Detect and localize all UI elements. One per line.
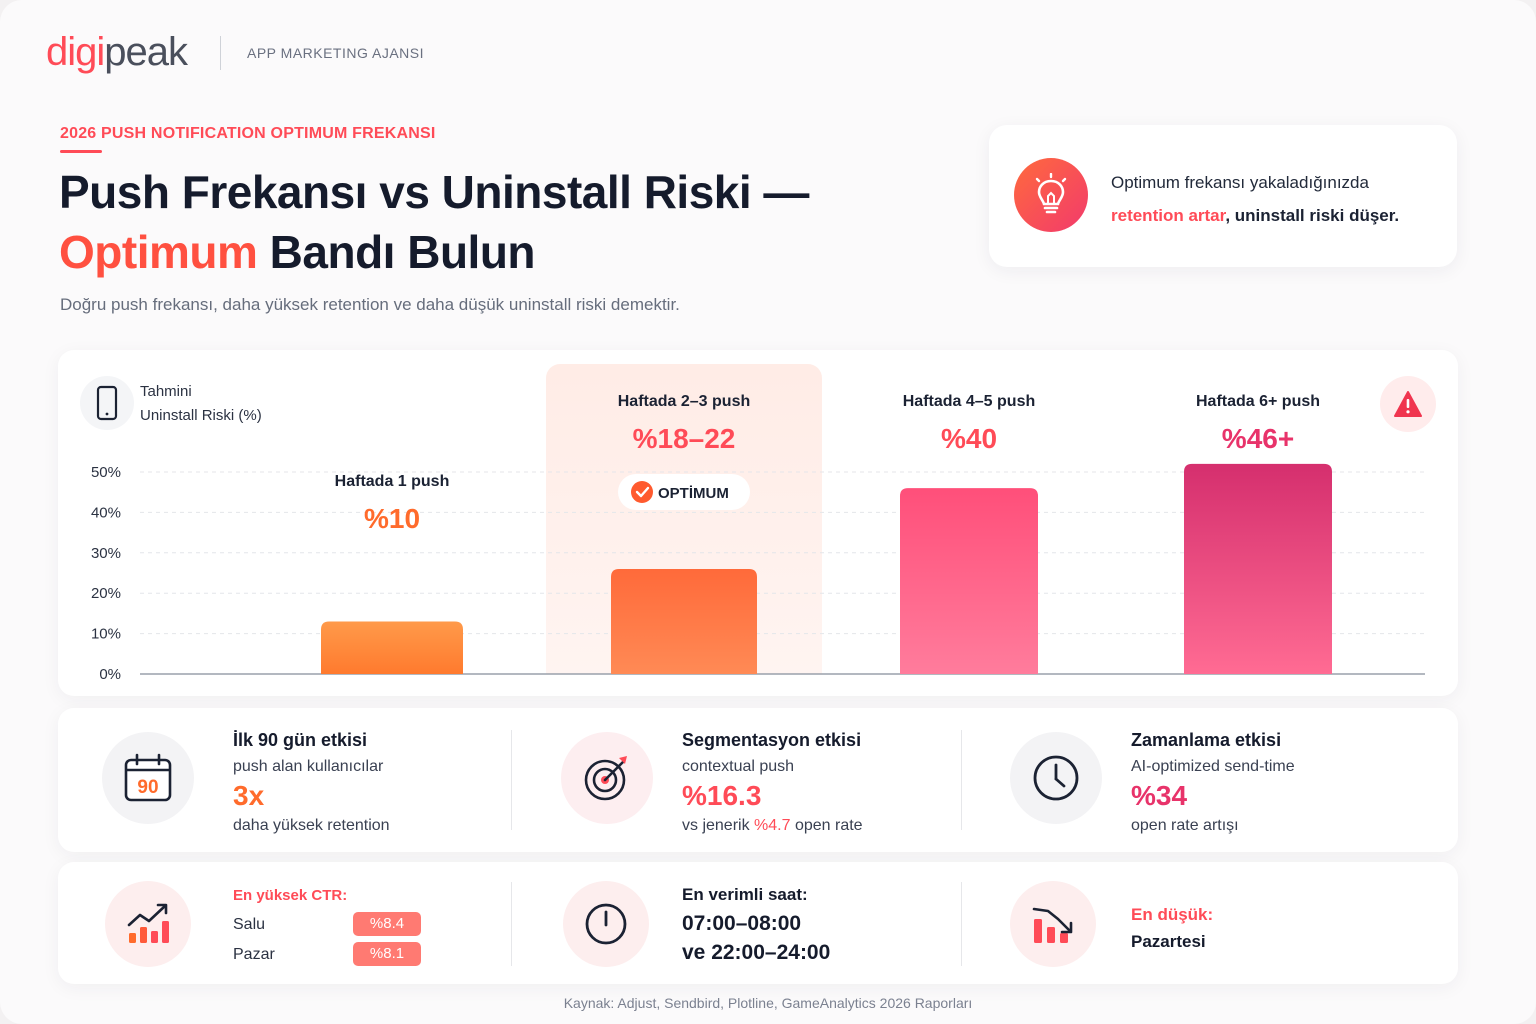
lightbulb-icon: [1014, 158, 1088, 232]
kicker-underline: [60, 150, 102, 153]
tip-highlight: retention artar: [1111, 206, 1226, 225]
target-icon: [561, 732, 653, 824]
rising-chart-icon: [105, 881, 191, 967]
value-label: %46+: [1222, 423, 1294, 454]
y-tick-label: 0%: [99, 666, 121, 683]
ctr-day-2: Pazar: [233, 946, 275, 963]
category-label: Haftada 6+ push: [1196, 393, 1320, 410]
logo-part1: digi: [46, 30, 105, 74]
best-hour-1: 07:00–08:00: [682, 912, 802, 935]
stat-90-sub: push alan kullanıcılar: [233, 758, 384, 775]
source-note: Kaynak: Adjust, Sendbird, Plotline, Game…: [563, 995, 973, 1011]
stat-seg-foot-pre: vs jenerik: [682, 817, 755, 834]
ctr-day-1: Salu: [233, 916, 266, 933]
tip-card: Optimum frekansı yakaladığınızda retenti…: [989, 125, 1457, 267]
divider: [961, 882, 962, 966]
stat-90-foot: daha yüksek retention: [233, 817, 390, 834]
subtitle: Doğru push frekansı, daha yüksek retenti…: [60, 295, 680, 314]
kicker: 2026 PUSH NOTIFICATION OPTIMUM FREKANSI: [60, 125, 436, 142]
risk-bar-chart: 0% 10% 20% 30% 40% 50% Haftada 1 push %10 Haftad…: [91, 393, 1425, 683]
falling-chart-icon: [1010, 881, 1096, 967]
warning-icon: [1380, 376, 1436, 432]
ctr-value-2: %8.1: [353, 942, 421, 966]
y-tick-label: 20%: [91, 585, 121, 602]
y-tick-label: 10%: [91, 626, 121, 643]
calendar-90-text: 90: [137, 777, 158, 798]
phone-icon: [80, 376, 134, 430]
title-line1: Push Frekansı vs Uninstall Riski —: [59, 166, 809, 218]
bar: [900, 488, 1038, 674]
digipeak-logo: digipeak: [46, 30, 188, 75]
stat-seg-value: %16.3: [682, 780, 762, 811]
clock-icon: [1010, 732, 1102, 824]
y-axis-label: Tahmini Uninstall Riski (%): [140, 380, 300, 428]
page-title: Push Frekansı vs Uninstall Riski — Optim…: [59, 162, 809, 282]
best-hour-2: ve 22:00–24:00: [682, 941, 831, 964]
tip-line1: Optimum frekansı yakaladığınızda: [1111, 173, 1369, 192]
chart-card: Tahmini Uninstall Riski (%) 0% 10% 20% 30% 4…: [58, 350, 1458, 696]
stats-row-1: 90 İlk 90 gün etkisi push alan kullanıcı…: [58, 708, 1458, 852]
best-hour-label: En verimli saat:: [682, 885, 808, 904]
value-label: %18–22: [633, 423, 736, 454]
stat-seg-title: Segmentasyon etkisi: [682, 730, 862, 750]
logo-part2: peak: [104, 30, 188, 74]
optimum-badge: OPTİMUM: [618, 474, 750, 510]
clock-icon: [563, 881, 649, 967]
category-label: Haftada 1 push: [335, 473, 450, 490]
divider: [511, 730, 512, 830]
category-label: Haftada 2–3 push: [618, 393, 750, 410]
stat-time-title: Zamanlama etkisi: [1131, 730, 1282, 750]
tagline: APP MARKETING AJANSI: [247, 45, 425, 61]
stat-seg-sub: contextual push: [682, 758, 795, 775]
tip-line2-rest: , uninstall riski düşer.: [1225, 206, 1400, 225]
y-tick-label: 50%: [91, 464, 121, 481]
value-label: %40: [941, 423, 997, 454]
bar: [321, 621, 463, 674]
category-label: Haftada 4–5 push: [903, 393, 1035, 410]
stat-seg-foot-highlight: %4.7: [754, 817, 791, 834]
title-line2: Optimum Bandı Bulun: [59, 222, 809, 282]
lowest-label: En düşük:: [1131, 905, 1214, 924]
bar: [1184, 463, 1332, 674]
y-axis-label-line1: Tahmini: [140, 383, 192, 400]
stat-time-sub: AI-optimized send-time: [1131, 758, 1295, 775]
y-axis-label-line2: Uninstall Riski (%): [140, 407, 262, 424]
stat-time-foot: open rate artışı: [1131, 817, 1239, 834]
stat-seg-foot: vs jenerik %4.7 open rate: [682, 817, 863, 835]
tip-line2: retention artar, uninstall riski düşer.: [1111, 206, 1399, 226]
lowest-value: Pazartesi: [1131, 932, 1206, 951]
stat-90-title: İlk 90 gün etkisi: [233, 730, 368, 750]
stat-90-value: 3x: [233, 780, 265, 811]
bar: [611, 568, 757, 674]
divider: [511, 882, 512, 966]
ctr-value-1: %8.4: [353, 912, 421, 936]
title-highlight: Optimum: [59, 226, 258, 278]
title-line2-rest: Bandı Bulun: [257, 226, 536, 278]
value-label: %10: [364, 503, 420, 534]
stat-seg-foot-post: open rate: [790, 817, 863, 834]
stat-time-value: %34: [1131, 780, 1188, 811]
calendar-90-icon: 90: [102, 732, 194, 824]
divider: [961, 730, 962, 830]
optimum-badge-label: OPTİMUM: [658, 485, 729, 502]
logo-divider: [220, 36, 221, 70]
ctr-label: En yüksek CTR:: [233, 887, 348, 904]
y-tick-label: 40%: [91, 504, 121, 521]
stats-row-2: En yüksek CTR: Salu %8.4 Pazar %8.1 En v…: [58, 862, 1458, 984]
y-tick-label: 30%: [91, 545, 121, 562]
